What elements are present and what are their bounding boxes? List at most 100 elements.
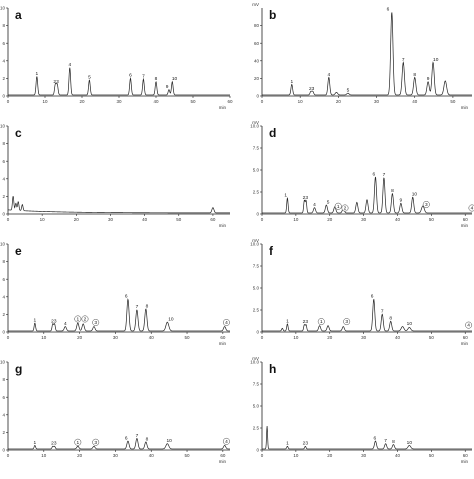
peak-label-circle bbox=[74, 315, 82, 323]
y-tick-label: 0 bbox=[2, 94, 5, 99]
peak-label: 10 bbox=[412, 192, 418, 198]
peak-label: 3 bbox=[345, 319, 348, 325]
x-tick-label: 10 bbox=[41, 453, 47, 458]
y-tick-label: 2.5 bbox=[253, 426, 260, 431]
y-tick-label: 0 bbox=[256, 212, 259, 217]
x-tick-label: 10 bbox=[293, 335, 299, 340]
x-tick-label: 0 bbox=[7, 99, 10, 104]
peak-label: 1 bbox=[76, 440, 79, 446]
y-tick-label: 0 bbox=[2, 448, 5, 453]
y-tick-label: 2 bbox=[2, 194, 5, 199]
y-tick-label: 2 bbox=[2, 312, 5, 317]
y-tick-label: 5.0 bbox=[253, 168, 260, 173]
peak-label: 23 bbox=[51, 318, 57, 324]
peak-label: 4 bbox=[64, 321, 67, 327]
peak-label-circle bbox=[341, 204, 349, 212]
y-tick-label: 10 bbox=[0, 242, 5, 247]
y-tick-label: 10.0 bbox=[250, 360, 259, 365]
x-tick-label: 20 bbox=[77, 335, 83, 340]
x-tick-label: 20 bbox=[327, 453, 333, 458]
peak-label: 6 bbox=[372, 171, 375, 177]
chromatogram-trace bbox=[262, 298, 472, 332]
peak-label: 23 bbox=[51, 441, 57, 447]
peak-label: 1 bbox=[286, 441, 289, 447]
x-tick-label: 30 bbox=[361, 217, 367, 222]
x-tick-label: 0 bbox=[7, 335, 10, 340]
peak-label: 2 bbox=[84, 317, 87, 323]
peak-label: 7 bbox=[142, 74, 145, 80]
peak-label: 4 bbox=[68, 62, 71, 68]
x-tick-label: 20 bbox=[74, 217, 80, 222]
y-axis-label: mV bbox=[252, 356, 259, 361]
peak-label-circle bbox=[74, 438, 82, 446]
y-tick-label: 4 bbox=[2, 176, 5, 181]
x-tick-label: 20 bbox=[77, 453, 83, 458]
x-tick-label: 10 bbox=[293, 453, 299, 458]
y-tick-label: 8 bbox=[2, 141, 5, 146]
x-tick-label: 50 bbox=[429, 217, 435, 222]
x-tick-label: 60 bbox=[463, 335, 469, 340]
y-tick-label: 8 bbox=[2, 377, 5, 382]
x-tick-label: 10 bbox=[40, 217, 46, 222]
peak-label: 1 bbox=[34, 440, 37, 446]
y-tick-label: 20 bbox=[254, 76, 260, 81]
peak-label: 5 bbox=[88, 74, 91, 80]
y-tick-label: 5.0 bbox=[253, 286, 260, 291]
peak-label: 6 bbox=[373, 435, 376, 441]
peak-label: 7 bbox=[384, 438, 387, 444]
panel-letter: g bbox=[15, 362, 22, 376]
peak-label: 7 bbox=[383, 172, 386, 178]
peak-label: 10 bbox=[166, 438, 172, 444]
peak-label: 8 bbox=[391, 188, 394, 194]
x-axis-label: min bbox=[461, 341, 469, 346]
x-tick-label: 50 bbox=[190, 99, 196, 104]
peak-label: 4 bbox=[471, 206, 474, 212]
x-axis-label: min bbox=[219, 105, 227, 110]
x-tick-label: 20 bbox=[79, 99, 85, 104]
x-tick-label: 40 bbox=[142, 217, 148, 222]
chromatogram-trace bbox=[262, 12, 472, 96]
y-tick-label: 40 bbox=[254, 58, 260, 63]
peak-label: 23 bbox=[303, 441, 309, 447]
peak-label-circle bbox=[317, 318, 325, 326]
panel-letter: d bbox=[269, 126, 276, 140]
x-axis-label: min bbox=[461, 105, 469, 110]
peak-label: 4 bbox=[225, 439, 228, 445]
x-tick-label: 10 bbox=[41, 335, 47, 340]
x-tick-label: 50 bbox=[429, 453, 435, 458]
y-tick-label: 10 bbox=[0, 6, 5, 11]
y-tick-label: 6 bbox=[2, 395, 5, 400]
x-tick-label: 40 bbox=[412, 99, 418, 104]
x-tick-label: 0 bbox=[261, 99, 264, 104]
x-tick-label: 40 bbox=[395, 335, 401, 340]
peak-label: 7 bbox=[402, 57, 405, 63]
x-tick-label: 0 bbox=[7, 217, 10, 222]
y-tick-label: 0 bbox=[256, 448, 259, 453]
x-axis-label: min bbox=[219, 459, 227, 464]
peak-label: 6 bbox=[387, 7, 390, 13]
peak-label-circle bbox=[468, 204, 474, 212]
x-tick-label: 0 bbox=[7, 453, 10, 458]
peak-label: 10 bbox=[407, 321, 413, 327]
panel-letter: b bbox=[269, 8, 276, 22]
peak-label: 1 bbox=[337, 204, 340, 210]
x-tick-label: 60 bbox=[227, 99, 233, 104]
y-tick-label: 7.5 bbox=[253, 382, 260, 387]
x-tick-label: 60 bbox=[210, 217, 216, 222]
y-tick-label: 0 bbox=[256, 94, 259, 99]
x-tick-label: 60 bbox=[220, 335, 226, 340]
y-tick-label: 4 bbox=[2, 412, 5, 417]
y-tick-label: 4 bbox=[2, 58, 5, 63]
y-tick-label: 4 bbox=[2, 294, 5, 299]
peak-label-circle bbox=[334, 202, 342, 210]
y-tick-label: 10 bbox=[0, 124, 5, 129]
x-tick-label: 40 bbox=[153, 99, 159, 104]
y-tick-label: 8 bbox=[2, 23, 5, 28]
peak-label: 6 bbox=[129, 73, 132, 79]
y-tick-label: 60 bbox=[254, 41, 260, 46]
peak-label-circle bbox=[92, 438, 100, 446]
